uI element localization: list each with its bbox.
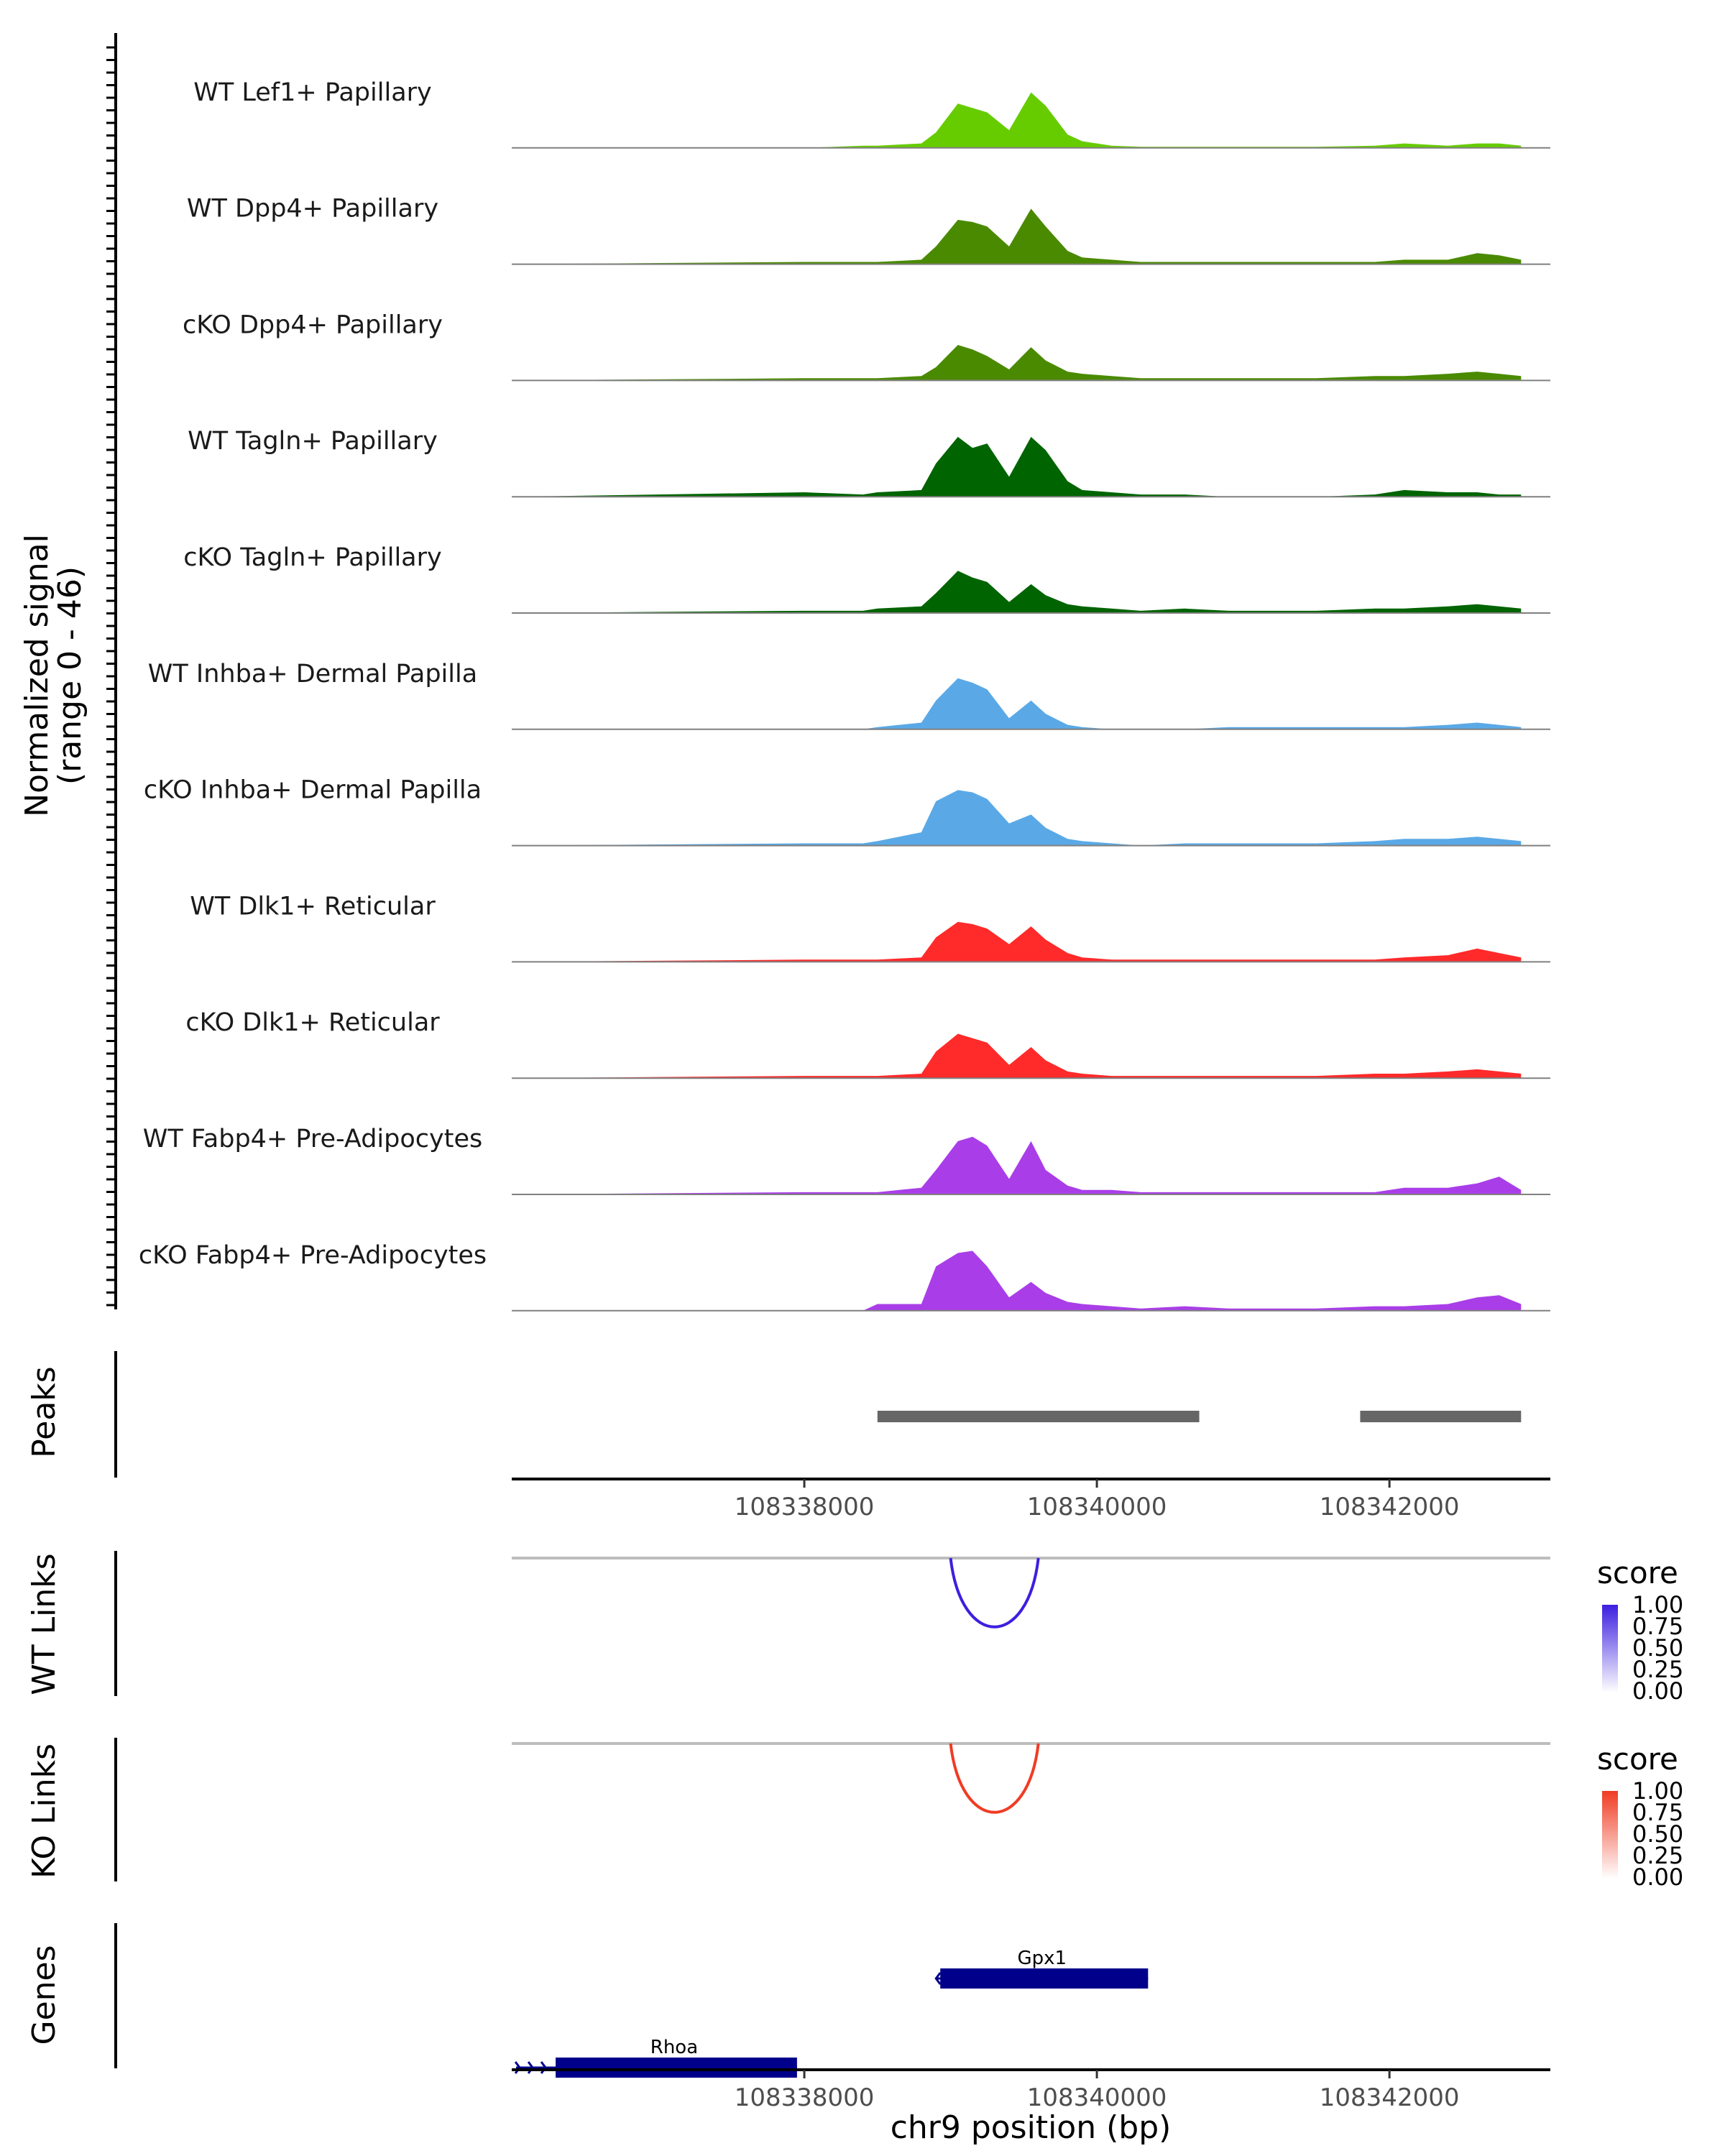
ko-legend-tick-2: 0.75 (1632, 1799, 1683, 1826)
coverage-area (512, 208, 1522, 264)
ko-legend-tick-3: 0.50 (1632, 1820, 1683, 1848)
gene-gpx1: Gpx1 (934, 1948, 1149, 1989)
gene-exon-block (940, 1968, 1149, 1989)
wt-score-legend: score 1.00 0.75 0.50 0.25 0.00 (1597, 1555, 1683, 1705)
track-1: WT Lef1+ Papillary (193, 78, 1550, 149)
peak-bar (877, 1411, 1200, 1422)
gene-strand-arrow (540, 2061, 547, 2074)
wt-links-axis-title: WT Links (26, 1553, 63, 1695)
coverage-area (512, 1033, 1522, 1079)
track-label: WT Lef1+ Papillary (193, 78, 432, 107)
track-label: cKO Inhba+ Dermal Papilla (144, 776, 482, 805)
wt-legend-tick-4: 0.25 (1632, 1656, 1683, 1683)
gene-rhoa: Rhoa (514, 2037, 797, 2078)
coverage-area (512, 92, 1522, 148)
wt-link-arc (949, 1557, 1040, 1628)
x-tick-label: 108338000 (735, 1493, 875, 1521)
ko-links-axis-title: KO Links (26, 1743, 63, 1879)
track-label: cKO Fabp4+ Pre-Adipocytes (139, 1241, 487, 1270)
x-tick-label: 108342000 (1320, 2083, 1460, 2112)
x-tick-label: 108340000 (1027, 2083, 1167, 2112)
genes-axis-title: Genes (26, 1945, 63, 2045)
coverage-area (512, 436, 1522, 497)
wt-legend-tick-5: 0.00 (1632, 1677, 1683, 1705)
coverage-tracks: WT Lef1+ Papillary WT Dpp4+ Papillary cKO … (139, 78, 1550, 1312)
gene-strand-arrow (934, 1972, 942, 1985)
track-9: cKO Dlk1+ Reticular (185, 1008, 1550, 1079)
track-label: WT Dpp4+ Papillary (187, 195, 438, 224)
track-4: WT Tagln+ Papillary (188, 427, 1550, 498)
track-label: WT Fabp4+ Pre-Adipocytes (143, 1125, 482, 1153)
wt-legend-tick-3: 0.50 (1632, 1634, 1683, 1662)
coverage-area (512, 571, 1522, 613)
wt-legend-tick-2: 0.75 (1632, 1613, 1683, 1640)
genes-track: Gpx1 Rhoa (514, 1948, 1149, 2078)
gene-exon-block (556, 2058, 797, 2078)
gene-strand-arrow (527, 2061, 534, 2074)
track-5: cKO Tagln+ Papillary (183, 543, 1550, 614)
peaks-track (877, 1411, 1522, 1422)
ko-legend-tick-4: 0.25 (1632, 1842, 1683, 1869)
coverage-area (512, 1136, 1522, 1194)
track-7: cKO Inhba+ Dermal Papilla (144, 776, 1550, 847)
track-label: WT Dlk1+ Reticular (190, 892, 436, 921)
track-6: WT Inhba+ Dermal Papilla (148, 660, 1550, 730)
track-label: cKO Dlk1+ Reticular (185, 1008, 440, 1037)
ko-link-arc (949, 1743, 1040, 1814)
ko-legend-title: score (1597, 1741, 1678, 1777)
track-3: cKO Dpp4+ Papillary (183, 310, 1550, 382)
gene-label: Gpx1 (1017, 1948, 1067, 1969)
coverage-y-ticks (106, 46, 116, 1307)
gene-label: Rhoa (650, 2037, 698, 2058)
track-2: WT Dpp4+ Papillary (187, 195, 1550, 265)
x-tick-label: 108338000 (735, 2083, 875, 2112)
x-axis-top: 108338000 108340000 108342000 (735, 1479, 1460, 1521)
coverage-area (512, 790, 1522, 846)
peak-bar (1360, 1411, 1522, 1422)
x-axis-title: chr9 position (bp) (891, 2109, 1172, 2146)
x-tick-label: 108340000 (1027, 1493, 1167, 1521)
x-tick-label: 108342000 (1320, 1493, 1460, 1521)
track-8: WT Dlk1+ Reticular (190, 892, 1550, 963)
wt-legend-colorbar (1602, 1605, 1618, 1692)
wt-legend-tick-1: 1.00 (1632, 1591, 1683, 1618)
gene-strand-arrow (514, 2061, 521, 2074)
ko-score-legend: score 1.00 0.75 0.50 0.25 0.00 (1597, 1741, 1683, 1891)
coverage-area (512, 345, 1522, 381)
y-axis-title-line1: Normalized signal (19, 534, 55, 817)
track-11: cKO Fabp4+ Pre-Adipocytes (139, 1241, 1550, 1312)
track-label: cKO Tagln+ Papillary (183, 543, 442, 572)
ko-legend-colorbar (1602, 1791, 1618, 1879)
track-label: WT Tagln+ Papillary (188, 427, 438, 456)
coverage-area (512, 1250, 1522, 1311)
peaks-axis-title: Peaks (26, 1366, 63, 1457)
wt-legend-title: score (1597, 1555, 1678, 1590)
track-label: WT Inhba+ Dermal Papilla (148, 660, 477, 688)
coverage-area (512, 921, 1522, 962)
x-axis-bottom: 108338000 108340000 108342000 (735, 2070, 1460, 2112)
ko-legend-tick-5: 0.00 (1632, 1864, 1683, 1891)
ko-legend-tick-1: 1.00 (1632, 1777, 1683, 1805)
y-axis-title-line2: (range 0 - 46) (52, 566, 88, 785)
track-label: cKO Dpp4+ Papillary (183, 310, 443, 339)
coverage-area (512, 678, 1522, 729)
track-10: WT Fabp4+ Pre-Adipocytes (143, 1125, 1550, 1195)
